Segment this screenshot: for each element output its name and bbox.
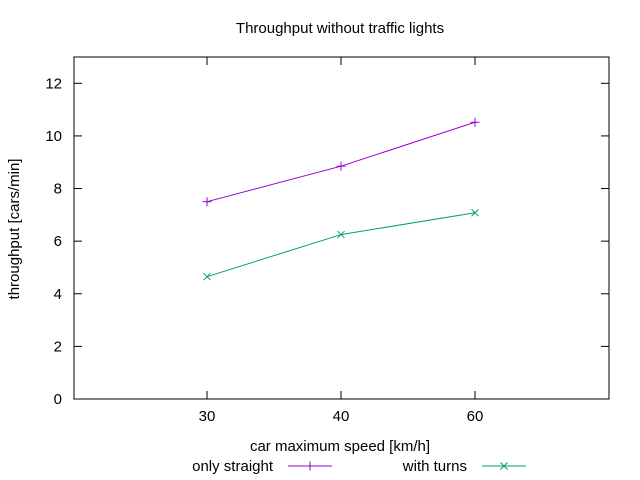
x-tick-label: 40 (333, 408, 350, 425)
y-tick-label: 8 (54, 181, 62, 198)
axes: 0 2 4 6 8 10 12 30 40 60 (45, 57, 609, 425)
y-tick-label: 2 (54, 338, 62, 355)
y-tick-label: 10 (45, 128, 62, 145)
legend: only straight with turns (192, 458, 526, 475)
legend-label-2: with turns (402, 458, 467, 475)
data-point-1-2 (336, 161, 346, 171)
data-point-1-1 (202, 197, 212, 207)
legend-marker-2 (500, 462, 508, 470)
plot-frame (73, 56, 610, 400)
x-tick-label: 30 (199, 408, 216, 425)
y-tick-label: 4 (54, 286, 62, 303)
data-point-2-3 (471, 208, 479, 217)
x-tick-label: 60 (467, 408, 484, 425)
chart-title: Throughput without traffic lights (236, 20, 444, 37)
x-axis-label: car maximum speed [km/h] (250, 438, 430, 455)
y-axis-label: throughput [cars/min] (6, 159, 23, 300)
data-point-1-3 (470, 117, 480, 127)
legend-marker-1 (305, 461, 315, 471)
data-point-2-1 (203, 272, 211, 281)
y-tick-label: 6 (54, 233, 62, 250)
series-line-2 (206, 212, 476, 278)
y-tick-label: 12 (45, 75, 62, 92)
legend-label-1: only straight (192, 458, 274, 475)
data-point-2-2 (337, 230, 345, 239)
series-layer (202, 117, 480, 281)
y-tick-label: 0 (54, 391, 62, 408)
